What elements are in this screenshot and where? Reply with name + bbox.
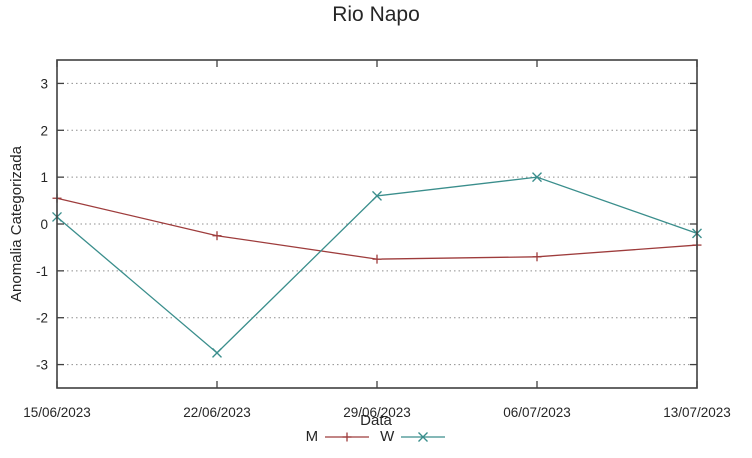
x-tick-label: 29/06/2023 [343, 405, 411, 420]
legend-item-m: M [306, 429, 371, 445]
y-tick-label: 1 [40, 170, 48, 185]
y-tick-label: -2 [36, 311, 48, 326]
y-tick-label: -1 [36, 264, 48, 279]
y-tick-label: -3 [36, 358, 48, 373]
x-tick-label: 13/07/2023 [663, 405, 731, 420]
legend-label-w: W [380, 428, 395, 445]
x-tick-label: 22/06/2023 [183, 405, 251, 420]
y-axis-label: Anomalia Categorizada [8, 145, 25, 302]
y-tick-label: 3 [40, 76, 48, 91]
legend-label-m: M [305, 428, 319, 445]
x-tick-label: 15/06/2023 [23, 405, 91, 420]
plus-marker-line-icon [325, 432, 370, 442]
legend-item-w: W [380, 429, 446, 445]
y-tick-label: 2 [40, 123, 48, 138]
x-axis-label: Data [360, 412, 392, 429]
y-tick-label: 0 [40, 217, 48, 232]
cross-marker-line-icon [401, 432, 446, 442]
series-m [52, 193, 702, 264]
x-tick-label: 06/07/2023 [503, 405, 571, 420]
chart-title: Rio Napo [332, 3, 420, 26]
series-w [52, 172, 702, 358]
